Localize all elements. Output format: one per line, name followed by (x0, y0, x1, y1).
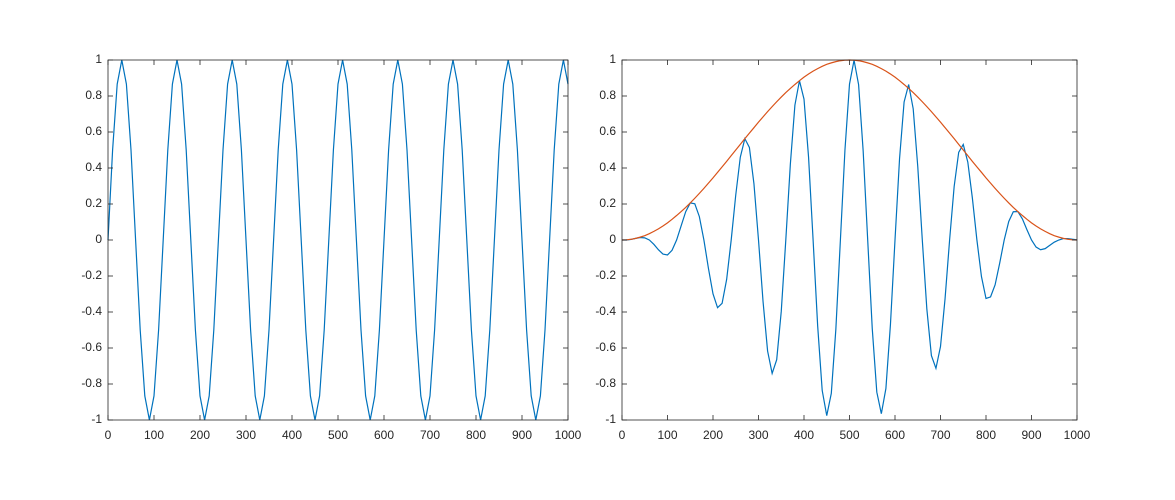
x-tick-label: 900 (512, 428, 532, 442)
x-tick-label: 600 (374, 428, 394, 442)
y-tick-label: 0.2 (599, 196, 616, 210)
y-tick-label: -1 (605, 412, 616, 426)
data-line (107, 59, 569, 421)
x-tick-label: 200 (703, 428, 723, 442)
x-tick-label: 100 (144, 428, 164, 442)
x-tick-label: 1000 (555, 428, 582, 442)
y-tick-label: 0.2 (85, 196, 102, 210)
x-tick-label: 200 (190, 428, 210, 442)
y-tick-label: -0.6 (595, 340, 616, 354)
y-tick-label: -0.4 (81, 304, 102, 318)
y-tick-label: -1 (91, 412, 102, 426)
y-tick-label: 1 (609, 52, 616, 66)
x-tick-label: 300 (748, 428, 768, 442)
x-tick-label: 0 (619, 428, 626, 442)
y-tick-label: 0.4 (85, 160, 102, 174)
y-tick-label: -0.4 (595, 304, 616, 318)
x-tick-label: 400 (794, 428, 814, 442)
x-tick-label: 300 (236, 428, 256, 442)
x-tick-label: 800 (466, 428, 486, 442)
x-tick-label: 700 (930, 428, 950, 442)
y-tick-label: 0.6 (85, 124, 102, 138)
x-tick-label: 500 (839, 428, 859, 442)
y-tick-label: 0 (609, 232, 616, 246)
y-tick-label: 0.8 (599, 88, 616, 102)
x-tick-label: 1000 (1064, 428, 1091, 442)
x-tick-label: 100 (657, 428, 677, 442)
x-tick-label: 700 (420, 428, 440, 442)
y-tick-label: -0.8 (595, 376, 616, 390)
y-tick-label: -0.2 (81, 268, 102, 282)
y-tick-label: 0.8 (85, 88, 102, 102)
y-tick-label: 0.6 (599, 124, 616, 138)
y-tick-label: -0.2 (595, 268, 616, 282)
data-line (622, 60, 1078, 416)
y-tick-label: 0 (95, 232, 102, 246)
y-tick-label: 0.4 (599, 160, 616, 174)
y-tick-label: -0.8 (81, 376, 102, 390)
x-tick-label: 600 (885, 428, 905, 442)
y-tick-label: 1 (95, 52, 102, 66)
x-tick-label: 0 (105, 428, 112, 442)
x-tick-label: 400 (282, 428, 302, 442)
x-tick-label: 900 (1021, 428, 1041, 442)
y-tick-label: -0.6 (81, 340, 102, 354)
x-tick-label: 800 (976, 428, 996, 442)
x-tick-label: 500 (328, 428, 348, 442)
